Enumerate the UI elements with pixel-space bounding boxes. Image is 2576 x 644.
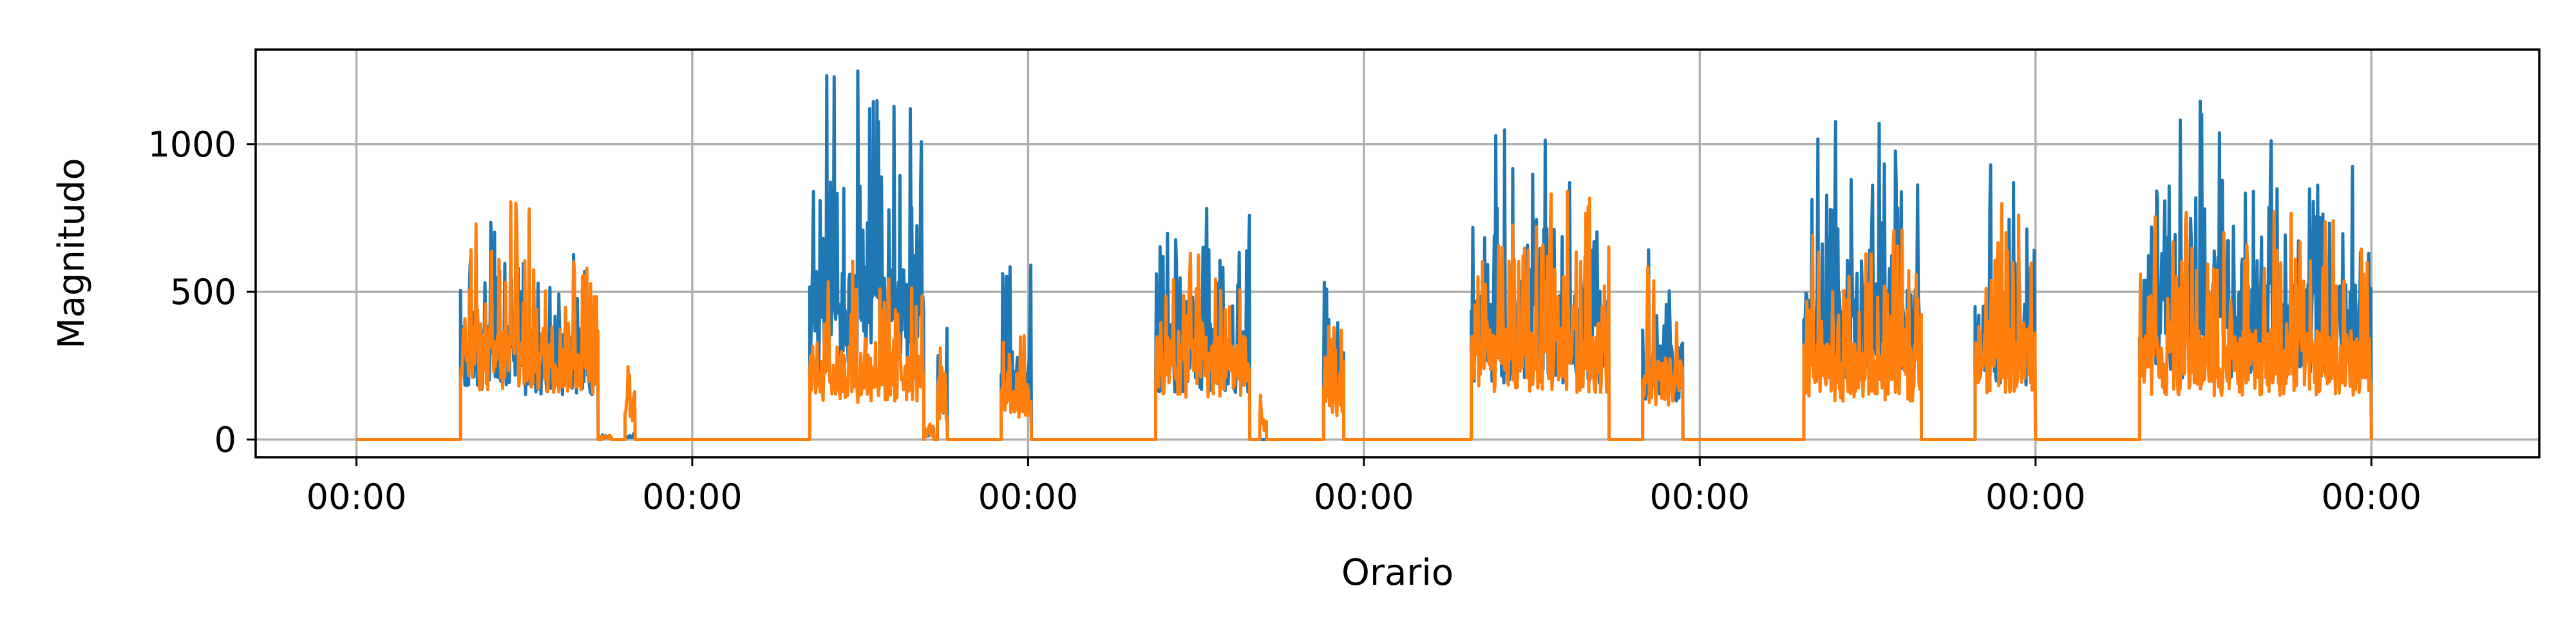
y-axis-label: Magnitudo <box>51 158 93 349</box>
x-tick-label: 00:00 <box>2321 477 2421 517</box>
x-tick-label: 00:00 <box>978 477 1079 517</box>
x-tick-label: 00:00 <box>307 477 407 517</box>
tick-group: 00:00 00:00 00:00 00:00 00:00 00:00 00:00 0 500 1… <box>148 124 2422 517</box>
series-group <box>356 69 2373 441</box>
x-tick-label: 00:00 <box>1985 477 2086 517</box>
x-tick-label: 00:00 <box>1650 477 1750 517</box>
y-tick-label: 1000 <box>148 124 236 165</box>
plot-frame <box>254 48 2541 459</box>
x-tick-label: 00:00 <box>642 477 743 517</box>
series-line-2 <box>356 189 2373 441</box>
x-tick-label: 00:00 <box>1314 477 1414 517</box>
y-tick-label: 0 <box>214 419 236 460</box>
x-axis-label: Orario <box>1341 552 1454 594</box>
y-tick-label: 500 <box>170 272 236 312</box>
